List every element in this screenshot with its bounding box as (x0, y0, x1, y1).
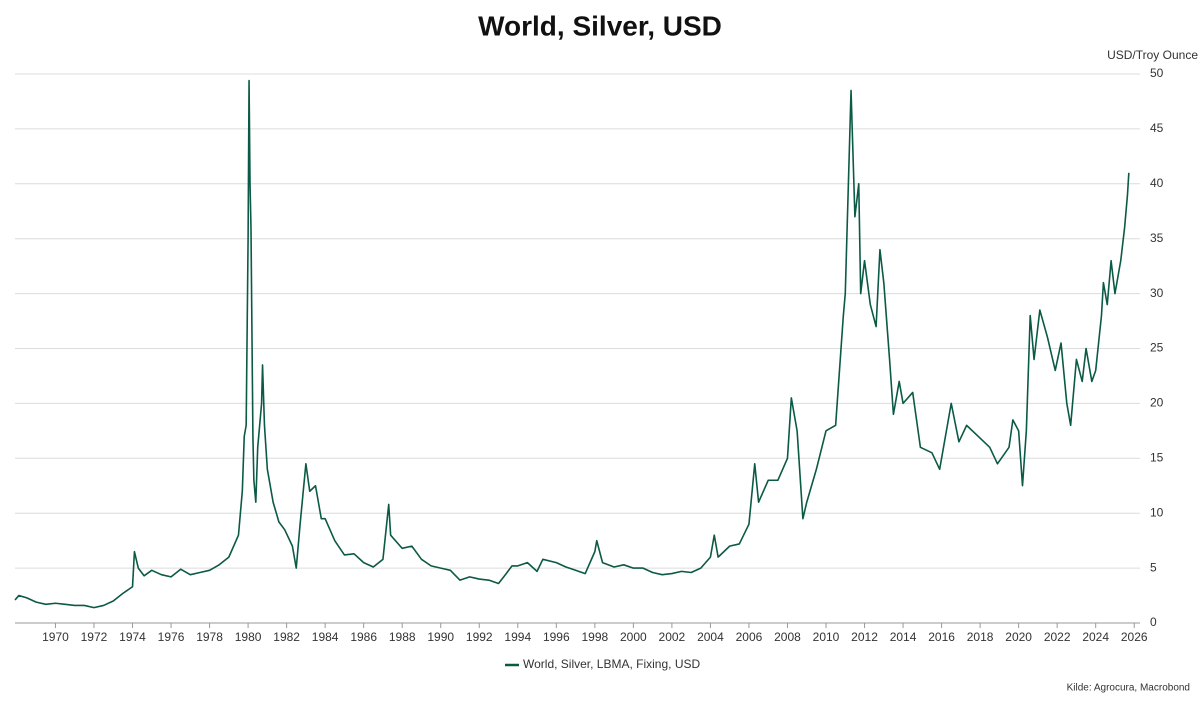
y-tick-label: 35 (1150, 231, 1164, 245)
x-tick-label: 2024 (1082, 630, 1109, 644)
y-tick-label: 10 (1150, 505, 1164, 519)
y-tick-label: 40 (1150, 176, 1164, 190)
y-tick-label: 30 (1150, 286, 1164, 300)
x-tick-label: 1984 (312, 630, 339, 644)
x-tick-label: 2016 (928, 630, 955, 644)
x-tick-label: 2022 (1044, 630, 1071, 644)
x-tick-label: 2014 (890, 630, 917, 644)
x-tick-label: 1978 (196, 630, 223, 644)
x-tick-label: 1982 (273, 630, 300, 644)
y-tick-label: 0 (1150, 615, 1157, 629)
y-tick-label: 15 (1150, 450, 1164, 464)
x-tick-label: 1996 (543, 630, 570, 644)
x-tick-label: 1976 (158, 630, 185, 644)
x-tick-label: 1990 (427, 630, 454, 644)
source: Kilde: Agrocura, Macrobond (1067, 683, 1190, 694)
x-tick-label: 2018 (967, 630, 994, 644)
x-tick-label: 2020 (1005, 630, 1032, 644)
y-tick-label: 45 (1150, 121, 1164, 135)
y-tick-label: 5 (1150, 560, 1157, 574)
x-tick-label: 1970 (42, 630, 69, 644)
legend-label: World, Silver, LBMA, Fixing, USD (523, 657, 700, 671)
y-tick-label: 20 (1150, 396, 1164, 410)
series-line (14, 79, 1130, 609)
x-tick-label: 1986 (350, 630, 377, 644)
x-tick-label: 2006 (736, 630, 763, 644)
x-tick-label: 2004 (697, 630, 724, 644)
x-tick-label: 1994 (504, 630, 531, 644)
x-tick-label: 1974 (119, 630, 146, 644)
y-tick-label: 25 (1150, 341, 1164, 355)
x-tick-label: 2002 (659, 630, 686, 644)
x-tick-label: 2008 (774, 630, 801, 644)
x-tick-label: 1988 (389, 630, 416, 644)
x-tick-label: 2026 (1121, 630, 1148, 644)
chart-title: World, Silver, USD (478, 10, 722, 41)
y-axis-label: USD/Troy Ounce (1107, 48, 1198, 62)
x-tick-label: 2010 (813, 630, 840, 644)
x-tick-label: 1972 (81, 630, 108, 644)
y-tick-label: 50 (1150, 66, 1164, 80)
x-tick-label: 1980 (235, 630, 262, 644)
x-tick-label: 2000 (620, 630, 647, 644)
x-tick-label: 1998 (581, 630, 608, 644)
x-tick-label: 2012 (851, 630, 878, 644)
x-tick-label: 1992 (466, 630, 493, 644)
